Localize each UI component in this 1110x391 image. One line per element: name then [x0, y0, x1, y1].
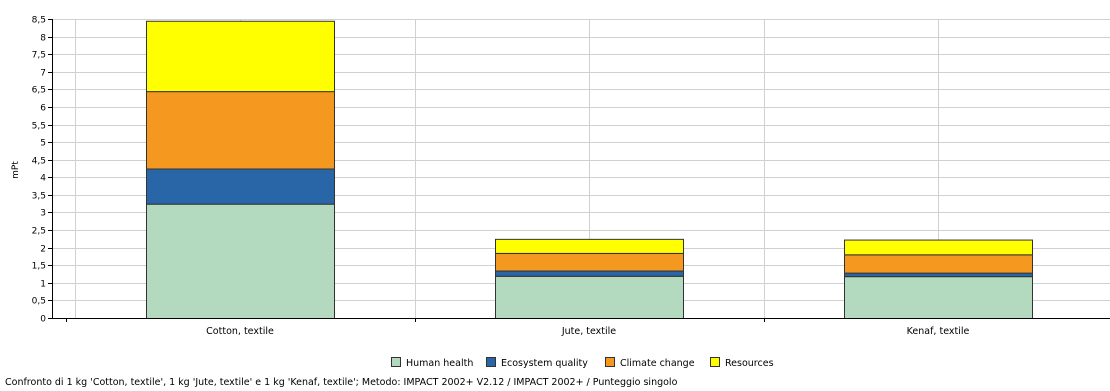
x-category-label: Kenaf, textile [907, 326, 970, 337]
bar-segment [844, 254, 1033, 274]
bar-segment [844, 276, 1033, 320]
bar-segment [146, 91, 335, 170]
x-category-label: Cotton, textile [206, 326, 274, 337]
y-tick-label: 1 [40, 280, 46, 290]
y-tick-label: 3,5 [32, 192, 46, 202]
y-tick-label: 8,5 [32, 16, 46, 26]
bar-segment [146, 20, 335, 93]
legend-swatch [391, 357, 401, 367]
y-tick-label: 0 [40, 315, 46, 325]
legend-label: Ecosystem quality [501, 358, 588, 369]
y-tick-label: 4,5 [32, 157, 46, 167]
y-tick-label: 7,5 [32, 51, 46, 61]
bars [146, 20, 1033, 320]
bar-segment [844, 272, 1033, 278]
y-tick-label: 3 [40, 209, 46, 219]
legend-swatch [605, 357, 615, 367]
legend-swatch [486, 357, 496, 367]
y-axis-label: mPt [11, 161, 21, 179]
bar-segment [495, 238, 684, 254]
y-tick-label: 2,5 [32, 227, 46, 237]
y-tick-label: 5,5 [32, 122, 46, 132]
y-tick-label: 1,5 [32, 262, 46, 272]
bar-segment [844, 239, 1033, 256]
axes [48, 19, 1110, 322]
bar-segment [495, 275, 684, 320]
legend-label: Climate change [620, 358, 695, 369]
y-tick-label: 6 [40, 104, 46, 114]
y-tick-label: 4 [40, 174, 46, 184]
x-category-labels: Cotton, textile Jute, textile Kenaf, texti… [206, 326, 969, 337]
y-tick-labels: 0 0,5 1 1,5 2 2,5 3 3,5 4 4,5 5 5,5 6 6,5 7 7,5 8 8,5 [32, 16, 47, 325]
legend-label: Resources [725, 358, 774, 369]
y-tick-label: 6,5 [32, 86, 46, 96]
y-tick-label: 0,5 [32, 297, 46, 307]
y-tick-label: 5 [40, 139, 46, 149]
chart-caption: Confronto di 1 kg 'Cotton, textile', 1 k… [5, 377, 678, 388]
x-category-label: Jute, textile [561, 326, 616, 337]
y-tick-label: 2 [40, 245, 46, 255]
y-tick-label: 8 [40, 34, 46, 44]
legend-swatch [710, 357, 720, 367]
legend-label: Human health [406, 358, 473, 369]
bar-segment [495, 252, 684, 272]
bar-segment [146, 168, 335, 205]
legend: Human health Ecosystem quality Climate cha… [391, 357, 774, 369]
bar-segment [146, 203, 335, 319]
y-tick-label: 7 [40, 69, 46, 79]
bar-segment [495, 270, 684, 277]
